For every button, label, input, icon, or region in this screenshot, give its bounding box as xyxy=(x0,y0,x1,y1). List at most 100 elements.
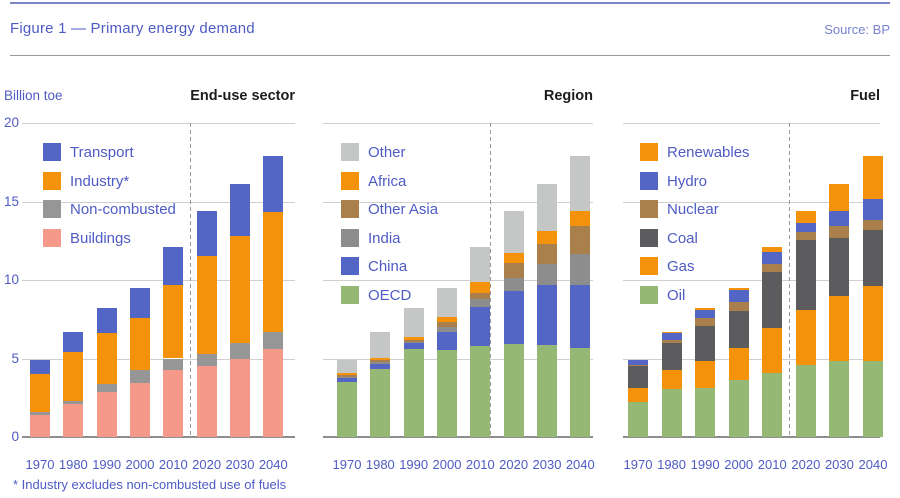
bar-segment-1970-oil xyxy=(628,401,648,437)
bar-segment-2020-gas xyxy=(795,309,816,365)
gridline-15 xyxy=(22,201,295,203)
x-label-2020: 2020 xyxy=(791,457,821,472)
legend-label-industry: Industry* xyxy=(70,172,130,190)
bar-segment-2020-noncombusted xyxy=(196,353,217,367)
bar-segment-1990-renewables xyxy=(695,308,716,310)
x-label-2000: 2000 xyxy=(432,457,462,472)
x-label-2030: 2030 xyxy=(824,457,854,472)
legend-label-buildings: Buildings xyxy=(70,229,131,247)
legend-swatch-other xyxy=(341,143,359,161)
header-top-rule xyxy=(10,2,890,4)
bar-segment-2020-hydro xyxy=(795,222,816,233)
x-label-2000: 2000 xyxy=(125,457,155,472)
x-axis-baseline xyxy=(22,436,295,438)
legend-label-renewables: Renewables xyxy=(667,144,750,161)
x-label-1980: 1980 xyxy=(365,457,395,472)
x-label-2010: 2010 xyxy=(158,457,188,472)
bar-segment-2000-oil xyxy=(728,379,749,437)
bar-segment-2040-india xyxy=(570,254,591,285)
bar-segment-1980-africa xyxy=(370,357,391,361)
gridline-20 xyxy=(623,123,880,124)
legend-swatch-india xyxy=(341,228,359,247)
legend-swatch-nuclear xyxy=(640,200,658,218)
legend-swatch-buildings xyxy=(43,228,61,247)
bar-segment-2020-buildings xyxy=(196,366,217,437)
x-label-1990: 1990 xyxy=(399,457,429,472)
bar-segment-1970-noncombusted xyxy=(30,411,50,415)
x-label-2010: 2010 xyxy=(465,457,495,472)
legend-swatch-oecd xyxy=(341,285,359,304)
legend-label-otherasia: Other Asia xyxy=(368,201,439,218)
bar-segment-2040-china xyxy=(570,284,591,348)
bar-segment-2010-oil xyxy=(762,372,783,437)
x-label-2040: 2040 xyxy=(258,457,288,472)
bar-segment-2030-buildings xyxy=(229,359,250,437)
bar-segment-2030-other xyxy=(536,184,557,232)
bar-segment-2000-nuclear xyxy=(728,301,749,311)
legend-swatch-renewables xyxy=(640,143,658,161)
bar-segment-2010-transport xyxy=(163,247,184,285)
bar-segment-2020-renewables xyxy=(795,210,816,223)
y-tick-label-5: 5 xyxy=(11,350,19,366)
bar-segment-1980-oecd xyxy=(370,369,391,437)
x-label-2030: 2030 xyxy=(225,457,255,472)
bar-segment-1980-other xyxy=(370,331,391,358)
legend-label-india: India xyxy=(368,229,401,247)
legend-label-hydro: Hydro xyxy=(667,172,708,190)
bar-segment-1980-gas xyxy=(661,370,682,390)
bar-segment-1990-china xyxy=(403,342,424,350)
bar-segment-2010-nuclear xyxy=(762,263,783,273)
bar-segment-2040-coal xyxy=(862,229,883,287)
bar-segment-2040-oil xyxy=(862,360,883,437)
y-tick-label-15: 15 xyxy=(3,193,19,209)
bar-segment-2000-other xyxy=(436,287,457,317)
legend-label-nuclear: Nuclear xyxy=(667,201,719,218)
bar-segment-2020-coal xyxy=(795,239,816,310)
x-label-1970: 1970 xyxy=(332,457,362,472)
bar-segment-2030-oil xyxy=(829,360,850,437)
bar-segment-2020-industry xyxy=(196,256,217,354)
bar-segment-2040-gas xyxy=(862,286,883,361)
gridline-5 xyxy=(22,358,295,360)
bar-segment-1970-china xyxy=(337,377,357,383)
bar-segment-2020-china xyxy=(503,290,524,345)
footnote: * Industry excludes non-combusted use of… xyxy=(13,477,287,492)
bar-segment-1990-noncombusted xyxy=(96,383,117,393)
legend-swatch-africa xyxy=(341,171,359,190)
forecast-divider xyxy=(789,123,790,437)
bar-segment-1990-hydro xyxy=(695,309,716,319)
bar-segment-2000-otherasia xyxy=(436,322,457,328)
bar-segment-1970-gas xyxy=(628,388,648,402)
bar-segment-2000-buildings xyxy=(129,382,150,437)
chart-title-end-use-sector: End-use sector xyxy=(190,88,295,104)
legend-swatch-noncombusted xyxy=(43,200,61,218)
bar-segment-2010-other xyxy=(470,247,491,283)
bar-segment-1980-otherasia xyxy=(370,360,391,363)
bar-segment-2010-africa xyxy=(470,282,491,293)
legend-swatch-coal xyxy=(640,228,658,247)
bar-segment-2000-china xyxy=(436,331,457,350)
bar-segment-2030-noncombusted xyxy=(229,342,250,360)
gridline-15 xyxy=(623,201,880,203)
bar-segment-2000-industry xyxy=(129,317,150,371)
bar-segment-1970-otherasia xyxy=(337,374,357,377)
bar-segment-2040-otherasia xyxy=(570,225,591,255)
bar-segment-2030-renewables xyxy=(829,184,850,211)
bar-segment-1980-coal xyxy=(661,342,682,371)
bar-segment-2020-transport xyxy=(196,210,217,257)
bar-segment-1990-other xyxy=(403,308,424,337)
bar-segment-2030-otherasia xyxy=(536,243,557,265)
bar-segment-2030-nuclear xyxy=(829,225,850,238)
bar-segment-1980-india xyxy=(370,362,391,364)
legend-label-transport: Transport xyxy=(70,144,134,161)
bar-segment-2030-industry xyxy=(229,236,250,343)
bar-segment-1970-oecd xyxy=(337,382,357,437)
x-label-2040: 2040 xyxy=(858,457,888,472)
bar-segment-2030-gas xyxy=(829,295,850,361)
bar-segment-1990-india xyxy=(403,342,424,343)
bar-segment-2000-noncombusted xyxy=(129,370,150,383)
legend-label-oil: Oil xyxy=(667,286,686,304)
bar-segment-2010-india xyxy=(470,298,491,307)
chart-title-region: Region xyxy=(543,88,593,104)
bar-segment-2010-hydro xyxy=(762,251,783,264)
